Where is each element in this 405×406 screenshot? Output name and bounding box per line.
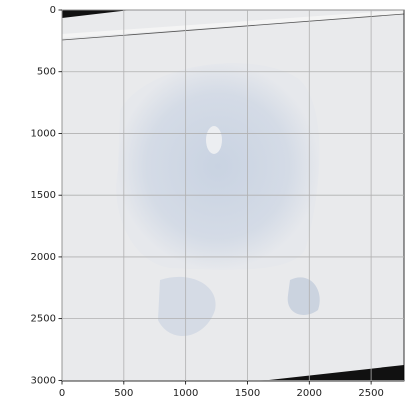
x-tick-label: 2500 bbox=[358, 388, 383, 399]
y-tick-label: 1000 bbox=[31, 128, 56, 139]
y-tick-label: 3000 bbox=[31, 375, 56, 386]
x-tick-label: 1000 bbox=[173, 388, 198, 399]
tissue-hole bbox=[206, 126, 222, 154]
tissue bbox=[116, 63, 320, 270]
y-tick-label: 1500 bbox=[31, 190, 56, 201]
y-tick-label: 2500 bbox=[31, 314, 56, 325]
y-tick-label: 2000 bbox=[31, 252, 56, 263]
x-tick-label: 2000 bbox=[297, 388, 322, 399]
x-tick-label: 0 bbox=[59, 388, 65, 399]
image-edge bbox=[62, 13, 404, 41]
y-tick-label: 500 bbox=[37, 67, 56, 78]
tissue bbox=[158, 276, 216, 337]
image-edge bbox=[62, 10, 130, 18]
tissue bbox=[287, 277, 320, 315]
image-edge bbox=[260, 365, 404, 381]
x-tick-label: 500 bbox=[114, 388, 133, 399]
image-edge bbox=[62, 10, 404, 38]
x-tick-label: 1500 bbox=[235, 388, 260, 399]
y-tick-label: 0 bbox=[50, 5, 56, 16]
